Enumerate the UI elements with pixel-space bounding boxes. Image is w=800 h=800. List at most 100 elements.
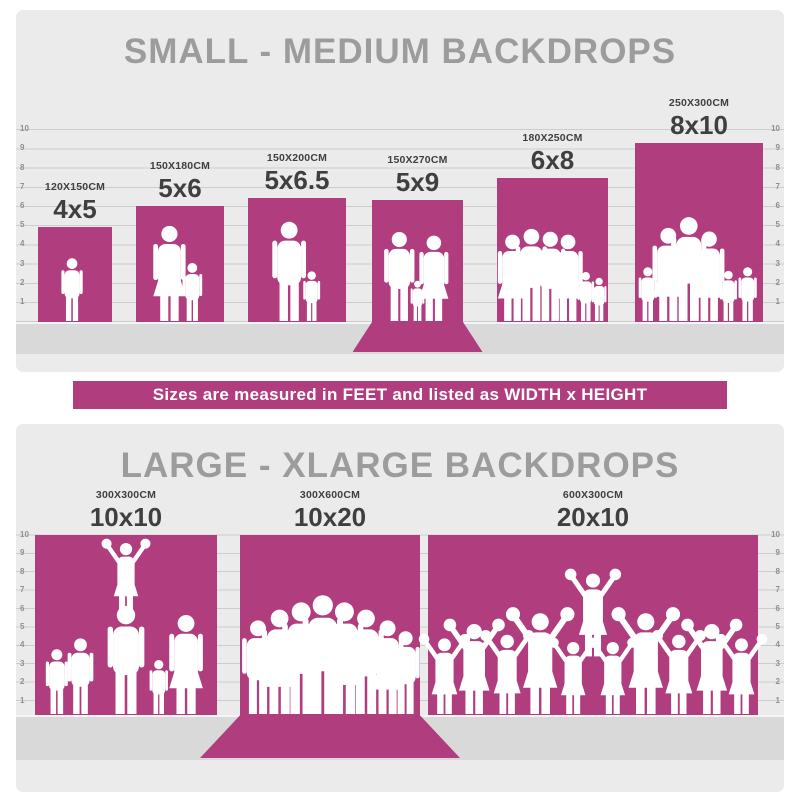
ruler-tick-label: 4 [775,640,780,650]
size-cm-label: 150X180CM [149,159,211,172]
ruler-tick-label: 6 [20,201,25,210]
ruler-right: 10 9 8 7 6 5 4 3 2 1 [766,517,780,715]
backdrop-item-5x9: 150X270CM 5x9 [352,153,483,352]
size-cm-label: 250X300CM [668,96,730,109]
parents-and-child-silhouette-icon [352,200,483,352]
ruler-right: 10 9 8 7 6 5 4 3 2 1 [766,111,780,322]
people-silhouette-graphic [45,538,203,714]
ruler-tick-label: 3 [775,658,780,668]
ruler-tick-label: 3 [20,258,25,268]
ruler-tick-label: 10 [771,124,780,134]
father-and-child-silhouette-icon [248,198,346,322]
size-ft-label: 10x10 [89,502,163,532]
size-cm-label: 300X600CM [299,488,361,501]
ruler-tick-label: 10 [771,529,780,539]
backdrop-item-8x10: 250X300CM 8x10 [635,96,763,322]
large-xlarge-title: LARGE - XLARGE BACKDROPS [120,446,680,485]
ruler-tick-label: 5 [20,220,25,230]
ruler-tick-label: 7 [20,585,25,595]
ruler-tick-label: 9 [775,143,780,153]
small-medium-title: SMALL - MEDIUM BACKDROPS [123,32,677,71]
size-ft-label: 5x9 [395,167,440,197]
size-cm-label: 150X200CM [266,151,328,164]
ruler-tick-label: 6 [775,201,780,210]
ruler-left: 10 9 8 7 6 5 4 3 2 1 [20,111,34,322]
small-medium-chart: 10 9 8 7 6 5 4 3 2 1 10 9 8 7 6 5 4 3 2 1 120X150CM 4x5 15… [16,97,784,352]
size-ft-label: 8x10 [670,110,728,140]
ruler-tick-label: 3 [20,658,25,668]
people-silhouette-graphic [153,225,203,321]
people-silhouette-graphic [418,568,768,714]
people-silhouette-graphic [272,221,321,321]
ruler-tick-label: 2 [20,277,25,287]
ruler-left: 10 9 8 7 6 5 4 3 2 1 [20,517,34,715]
size-cm-label: 150X270CM [387,153,448,166]
small-medium-panel: SMALL - MEDIUM BACKDROPS 10 9 8 7 6 5 4 3 2 1 10 9… [16,10,784,372]
family-of-six-silhouette-icon [635,143,763,322]
size-ft-label: 10x20 [293,502,367,532]
ruler-tick-label: 4 [775,239,780,249]
toddler-silhouette-icon [38,227,112,322]
ruler-tick-label: 8 [20,566,25,576]
backdrop-item-4x5: 120X150CM 4x5 [38,180,112,322]
backdrop-item-5x6-5: 150X200CM 5x6.5 [248,151,346,322]
ruler-tick-label: 4 [20,239,25,249]
ruler-tick-label: 8 [775,162,780,172]
measurement-note-text: Sizes are measured in FEET and listed as… [152,385,648,404]
cheerleaders-silhouette-icon [418,535,768,715]
ruler-tick-label: 8 [775,566,780,576]
size-cm-label: 300X300CM [95,488,157,501]
ruler-tick-label: 7 [20,181,25,191]
size-ft-label: 6x8 [530,145,575,175]
size-cm-label: 120X150CM [44,180,106,193]
family-with-child-on-shoulders-silhouette-icon [35,535,217,715]
ruler-tick-label: 1 [775,297,780,306]
size-ft-label: 20x10 [556,502,630,532]
large-xlarge-panel: LARGE - XLARGE BACKDROPS 10 9 8 7 6 5 4 3 2 1 10 9… [16,424,784,792]
ruler-tick-label: 2 [775,677,780,687]
ruler-tick-label: 1 [20,297,25,306]
ruler-tick-label: 8 [20,162,25,172]
ruler-tick-label: 10 [20,529,29,539]
backdrop-item-5x6: 150X180CM 5x6 [136,159,224,322]
size-ft-label: 4x5 [53,194,97,224]
backdrop-item-6x8: 180X250CM 6x8 [497,131,608,322]
size-ft-label: 5x6 [158,173,202,203]
ruler-tick-label: 2 [775,277,780,287]
large-xlarge-chart: 10 9 8 7 6 5 4 3 2 1 10 9 8 7 6 5 4 3 2 1 300X300CM 10x10 … [16,489,784,758]
ruler-tick-label: 3 [775,258,780,268]
backdrop-item-10x20: 300X600CM 10x20 [200,488,460,758]
ruler-tick-label: 1 [775,695,780,705]
ruler-tick-label: 9 [20,143,25,153]
ruler-tick-label: 6 [775,603,780,613]
people-silhouette-graphic [384,231,449,321]
ruler-tick-label: 10 [20,124,29,134]
people-silhouette-graphic [242,595,420,714]
size-ft-label: 5x6.5 [264,165,330,195]
ruler-tick-label: 1 [20,695,25,705]
sweep-floor-extension [352,322,483,352]
backdrop-item-10x10: 300X300CM 10x10 [35,488,217,715]
size-cm-label: 600X300CM [562,488,624,501]
ruler-tick-label: 7 [775,585,780,595]
ruler-tick-label: 9 [20,548,25,558]
ruler-tick-label: 5 [775,621,780,631]
group-of-adults-silhouette-icon [200,535,460,758]
ruler-tick-label: 5 [20,621,25,631]
ruler-tick-label: 6 [20,603,25,613]
people-silhouette-graphic [638,217,757,321]
ruler-tick-label: 2 [20,677,25,687]
measurement-note-banner: Sizes are measured in FEET and listed as… [73,381,727,409]
mother-and-child-silhouette-icon [136,206,224,322]
sweep-floor-extension [200,715,460,758]
ruler-tick-label: 4 [20,640,25,650]
size-cm-label: 180X250CM [522,131,583,144]
people-silhouette-graphic [497,228,607,321]
ruler-tick-label: 7 [775,181,780,191]
ruler-tick-label: 5 [775,220,780,230]
family-group-silhouette-icon [497,178,608,322]
people-silhouette-graphic [61,258,83,321]
ruler-tick-label: 9 [775,548,780,558]
backdrop-item-20x10: 600X300CM 20x10 [418,488,768,715]
